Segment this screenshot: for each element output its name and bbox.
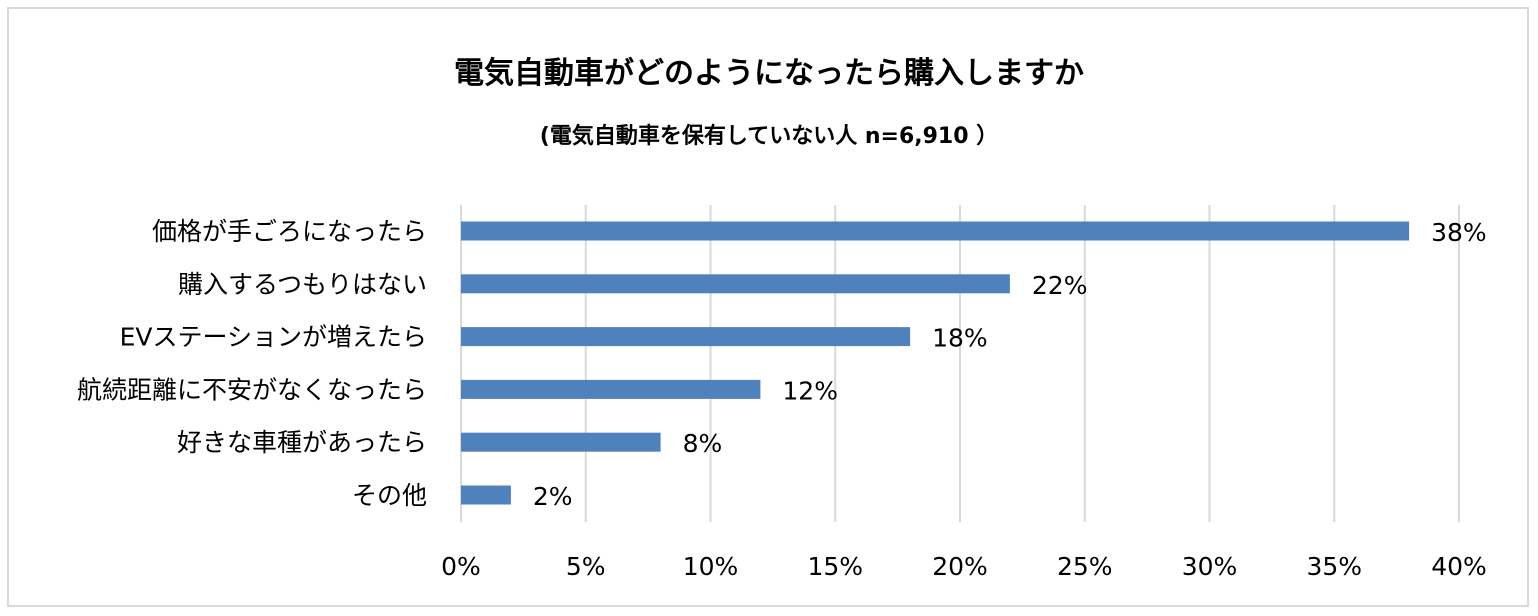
chart-subtitle: (電気自動車を保有していない人 n=6,910 ） <box>539 124 999 149</box>
value-label: 22% <box>1032 271 1088 300</box>
x-tick-label: 5% <box>566 552 606 581</box>
x-tick-label: 20% <box>932 552 988 581</box>
x-tick-label: 35% <box>1306 552 1362 581</box>
x-tick-label: 10% <box>683 552 739 581</box>
category-label: 価格が手ごろになったら <box>152 217 427 246</box>
value-label: 8% <box>683 429 723 458</box>
chart-frame <box>7 7 1529 607</box>
x-tick-label: 30% <box>1182 552 1238 581</box>
category-label: EVステーションが増えたら <box>120 323 427 352</box>
gridlines <box>460 205 1460 522</box>
value-label: 18% <box>932 324 988 353</box>
x-tick-label: 15% <box>807 552 863 581</box>
bars <box>461 221 1410 505</box>
x-tick-labels: 0% 5% 10% 15% 20% 25% 30% 35% 40% <box>441 552 1487 581</box>
bar <box>461 274 1010 294</box>
x-tick-label: 25% <box>1057 552 1113 581</box>
value-labels: 38% 22% 18% 12% 8% 2% <box>533 218 1487 511</box>
x-tick-label: 0% <box>441 552 481 581</box>
bar <box>461 432 661 452</box>
bar <box>461 327 911 347</box>
value-label: 12% <box>782 376 838 405</box>
value-label: 2% <box>533 482 573 511</box>
category-label: 購入するつもりはない <box>178 270 427 299</box>
bar <box>461 485 511 505</box>
category-label: 好きな車種があったら <box>177 428 427 457</box>
bar <box>461 379 761 399</box>
x-tick-label: 40% <box>1431 552 1487 581</box>
bar <box>461 221 1410 241</box>
category-label: その他 <box>352 481 427 510</box>
category-label: 航続距離に不安がなくなったら <box>77 375 427 404</box>
chart-title: 電気自動車がどのようになったら購入しますか <box>454 56 1084 91</box>
value-label: 38% <box>1431 218 1487 247</box>
